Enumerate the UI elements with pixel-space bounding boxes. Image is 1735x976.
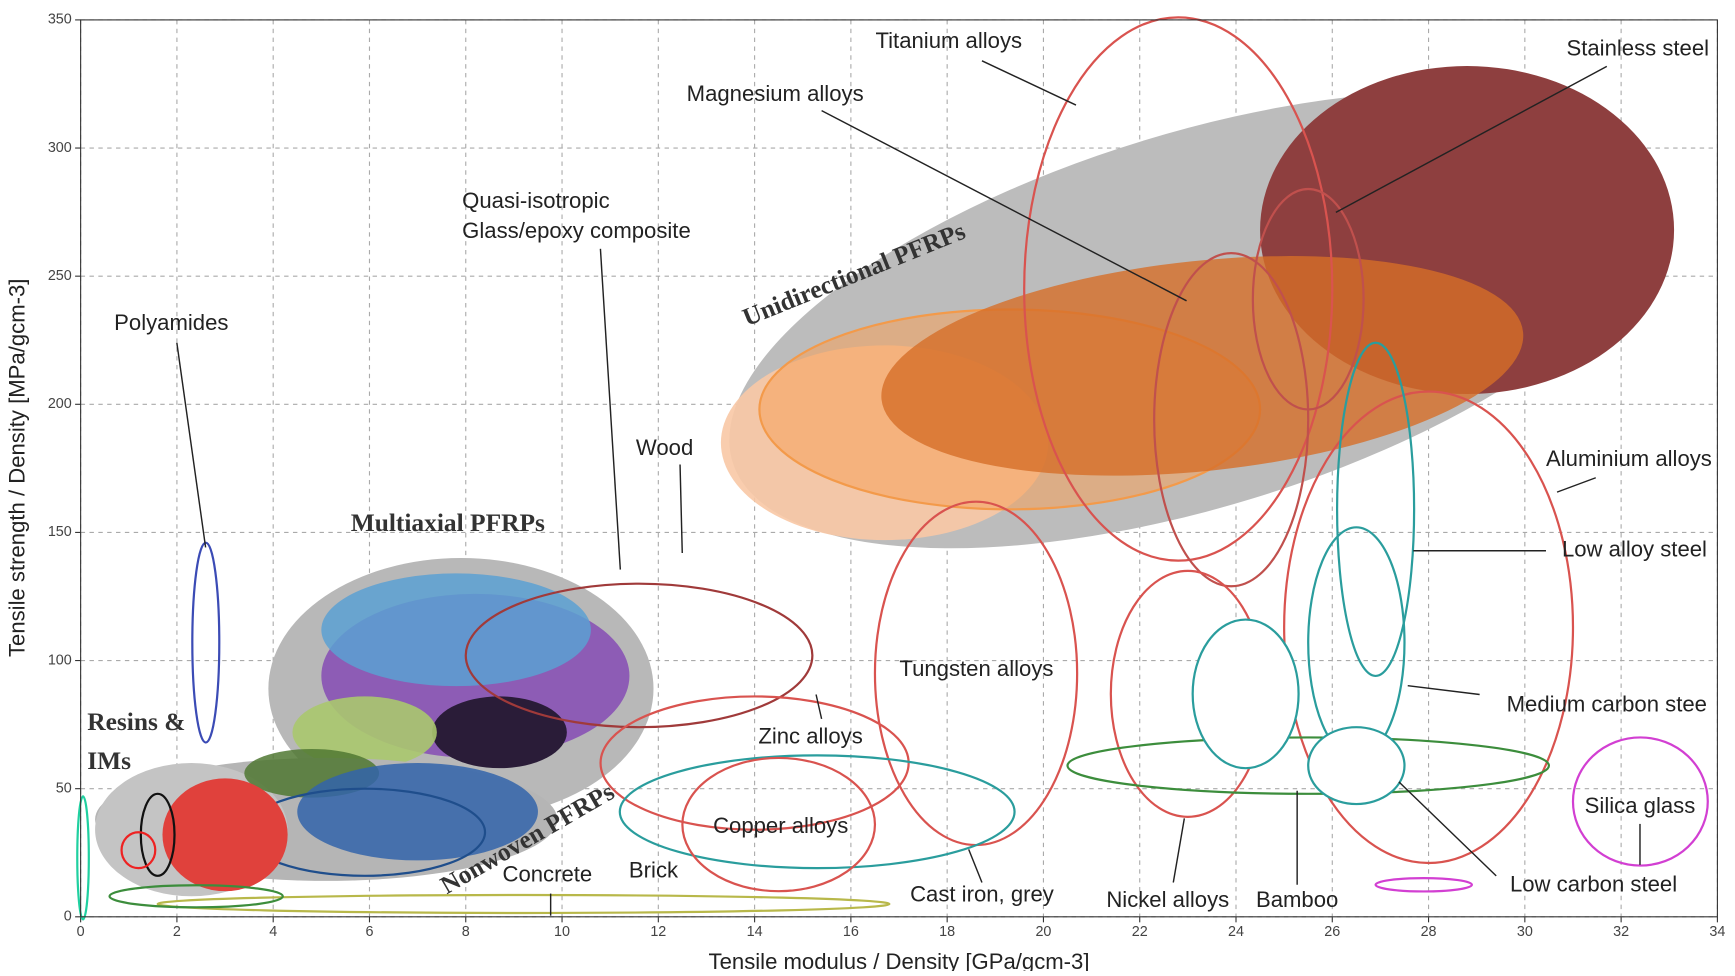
material-region [432, 696, 567, 769]
x-tick-label: 20 [1035, 924, 1051, 940]
region-label: IMs [87, 746, 131, 775]
leader-line [1335, 65, 1608, 213]
leader-line [599, 248, 622, 570]
region-label: Low carbon steel [1510, 872, 1677, 897]
x-tick-label: 18 [939, 924, 955, 940]
region-label: Tungsten alloys [899, 656, 1053, 681]
material-region [76, 795, 90, 921]
region-label: Magnesium alloys [687, 81, 864, 106]
x-tick-label: 4 [269, 924, 277, 940]
material-region [681, 756, 877, 893]
material-region [156, 893, 891, 915]
region-label: Multiaxial PFRPs [351, 508, 545, 537]
y-tick-label: 200 [48, 396, 72, 412]
material-region [1571, 736, 1709, 867]
material-region [191, 541, 221, 744]
material-region [1307, 726, 1406, 806]
region-label: Nickel alloys [1106, 887, 1229, 912]
region-label: Cast iron, grey [910, 882, 1055, 907]
x-tick-label: 6 [365, 924, 373, 940]
material-region [108, 884, 284, 909]
region-label: Wood [636, 435, 693, 460]
y-tick-label: 50 [56, 780, 72, 796]
region-label: Titanium alloys [875, 28, 1022, 53]
region-label: Aluminium alloys [1546, 446, 1712, 471]
region-label: Bamboo [1256, 887, 1338, 912]
region-label: Medium carbon stee [1507, 691, 1707, 716]
region-label: Quasi-isotropic [462, 188, 609, 213]
region-label: Stainless steel [1566, 36, 1709, 61]
material-region [1335, 341, 1416, 678]
material-region [1191, 618, 1300, 770]
leader-line [679, 464, 683, 553]
leader-line [1398, 781, 1497, 877]
material-region [1374, 877, 1473, 893]
region-label: Brick [629, 857, 679, 882]
region-label: Glass/epoxy composite [462, 218, 691, 243]
x-tick-label: 10 [554, 924, 570, 940]
x-tick-label: 24 [1228, 924, 1244, 940]
leader-line [1172, 818, 1186, 883]
x-tick-label: 34 [1709, 924, 1725, 940]
material-region [1251, 187, 1365, 411]
material-region [120, 831, 157, 870]
material-region [1283, 390, 1575, 865]
leader-line [1556, 477, 1597, 493]
x-tick-label: 12 [650, 924, 666, 940]
x-tick-label: 8 [462, 924, 470, 940]
material-region [1023, 16, 1334, 562]
leader-line [821, 109, 1187, 302]
leader-line [1407, 684, 1480, 696]
x-tick-label: 32 [1613, 924, 1629, 940]
x-axis-label: Tensile modulus / Density [GPa/gcm-3] [709, 949, 1090, 971]
plot-frame [80, 19, 1718, 918]
x-tick-label: 0 [77, 924, 85, 940]
x-tick-label: 28 [1421, 924, 1437, 940]
region-label: Polyamides [114, 310, 228, 335]
y-tick-label: 250 [48, 268, 72, 284]
y-tick-label: 300 [48, 140, 72, 156]
leader-line [176, 342, 207, 548]
region-label: Silica glass [1585, 793, 1696, 818]
y-tick-label: 150 [48, 524, 72, 540]
material-region [599, 695, 910, 831]
region-label: Concrete [502, 862, 592, 887]
region-label: Zinc alloys [758, 723, 862, 748]
x-tick-label: 26 [1324, 924, 1340, 940]
material-region [162, 778, 288, 892]
material-region [321, 573, 591, 687]
y-tick-label: 350 [48, 12, 72, 28]
leader-line [968, 849, 983, 883]
material-region [464, 582, 814, 729]
leader-line [981, 60, 1077, 106]
region-label: Copper alloys [713, 813, 848, 838]
x-tick-label: 14 [747, 924, 763, 940]
x-tick-label: 22 [1132, 924, 1148, 940]
x-tick-label: 2 [173, 924, 181, 940]
material-region [297, 763, 538, 861]
y-tick-label: 100 [48, 652, 72, 668]
material-region [139, 792, 176, 877]
x-tick-label: 30 [1517, 924, 1533, 940]
region-label: Resins & [87, 707, 185, 736]
x-tick-label: 16 [843, 924, 859, 940]
y-axis-label: Tensile strength / Density [MPa/gcm-3] [5, 279, 30, 657]
material-region [1153, 251, 1310, 588]
region-label: Low alloy steel [1562, 537, 1707, 562]
y-tick-label: 0 [64, 909, 72, 925]
leader-line [815, 694, 823, 720]
material-region [618, 754, 1016, 870]
material-region [1066, 736, 1551, 795]
